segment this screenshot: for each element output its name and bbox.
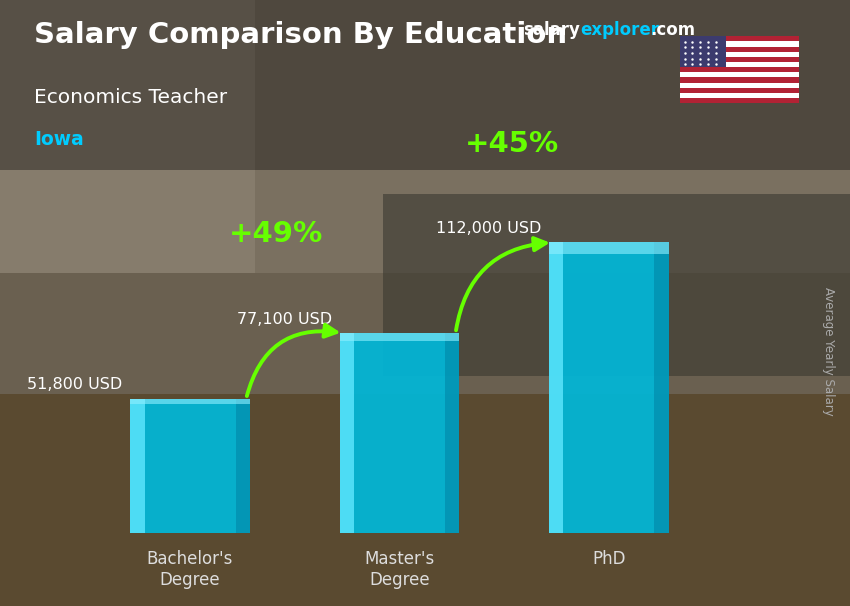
Bar bbox=[680, 82, 799, 88]
Bar bbox=[680, 72, 799, 78]
Bar bbox=[0, 0, 850, 273]
Bar bbox=[130, 399, 145, 533]
Bar bbox=[680, 93, 799, 98]
Bar bbox=[0, 394, 850, 606]
Text: 51,800 USD: 51,800 USD bbox=[27, 378, 122, 392]
Bar bbox=[235, 399, 250, 533]
Text: Salary Comparison By Education: Salary Comparison By Education bbox=[34, 21, 567, 49]
FancyArrowPatch shape bbox=[456, 238, 546, 330]
Bar bbox=[680, 47, 799, 52]
Bar bbox=[549, 242, 564, 533]
Bar bbox=[680, 98, 799, 103]
Bar bbox=[382, 194, 850, 376]
Bar bbox=[680, 41, 799, 47]
Bar bbox=[549, 242, 669, 533]
Bar bbox=[680, 57, 799, 62]
Bar bbox=[654, 242, 669, 533]
Bar bbox=[340, 333, 459, 341]
Text: +49%: +49% bbox=[229, 221, 323, 248]
FancyArrowPatch shape bbox=[246, 325, 337, 396]
Bar bbox=[549, 242, 669, 254]
Bar bbox=[340, 333, 459, 533]
Text: 77,100 USD: 77,100 USD bbox=[237, 311, 332, 327]
Text: explorer: explorer bbox=[581, 21, 660, 39]
Text: Iowa: Iowa bbox=[34, 130, 84, 149]
Bar bbox=[680, 52, 799, 57]
Bar bbox=[680, 88, 799, 93]
Text: 112,000 USD: 112,000 USD bbox=[436, 221, 541, 236]
Bar bbox=[680, 36, 726, 67]
Text: .com: .com bbox=[650, 21, 695, 39]
Bar bbox=[0, 273, 850, 394]
Bar bbox=[0, 0, 850, 170]
Text: Average Yearly Salary: Average Yearly Salary bbox=[822, 287, 836, 416]
Bar bbox=[680, 36, 799, 41]
Text: Economics Teacher: Economics Teacher bbox=[34, 88, 227, 107]
Bar bbox=[680, 62, 799, 67]
Bar bbox=[340, 333, 354, 533]
Text: +45%: +45% bbox=[465, 130, 558, 158]
Bar bbox=[130, 399, 250, 404]
Bar bbox=[0, 0, 255, 273]
Bar bbox=[680, 67, 799, 72]
Bar bbox=[445, 333, 459, 533]
Bar bbox=[680, 78, 799, 82]
Bar bbox=[130, 399, 250, 533]
Text: salary: salary bbox=[523, 21, 580, 39]
